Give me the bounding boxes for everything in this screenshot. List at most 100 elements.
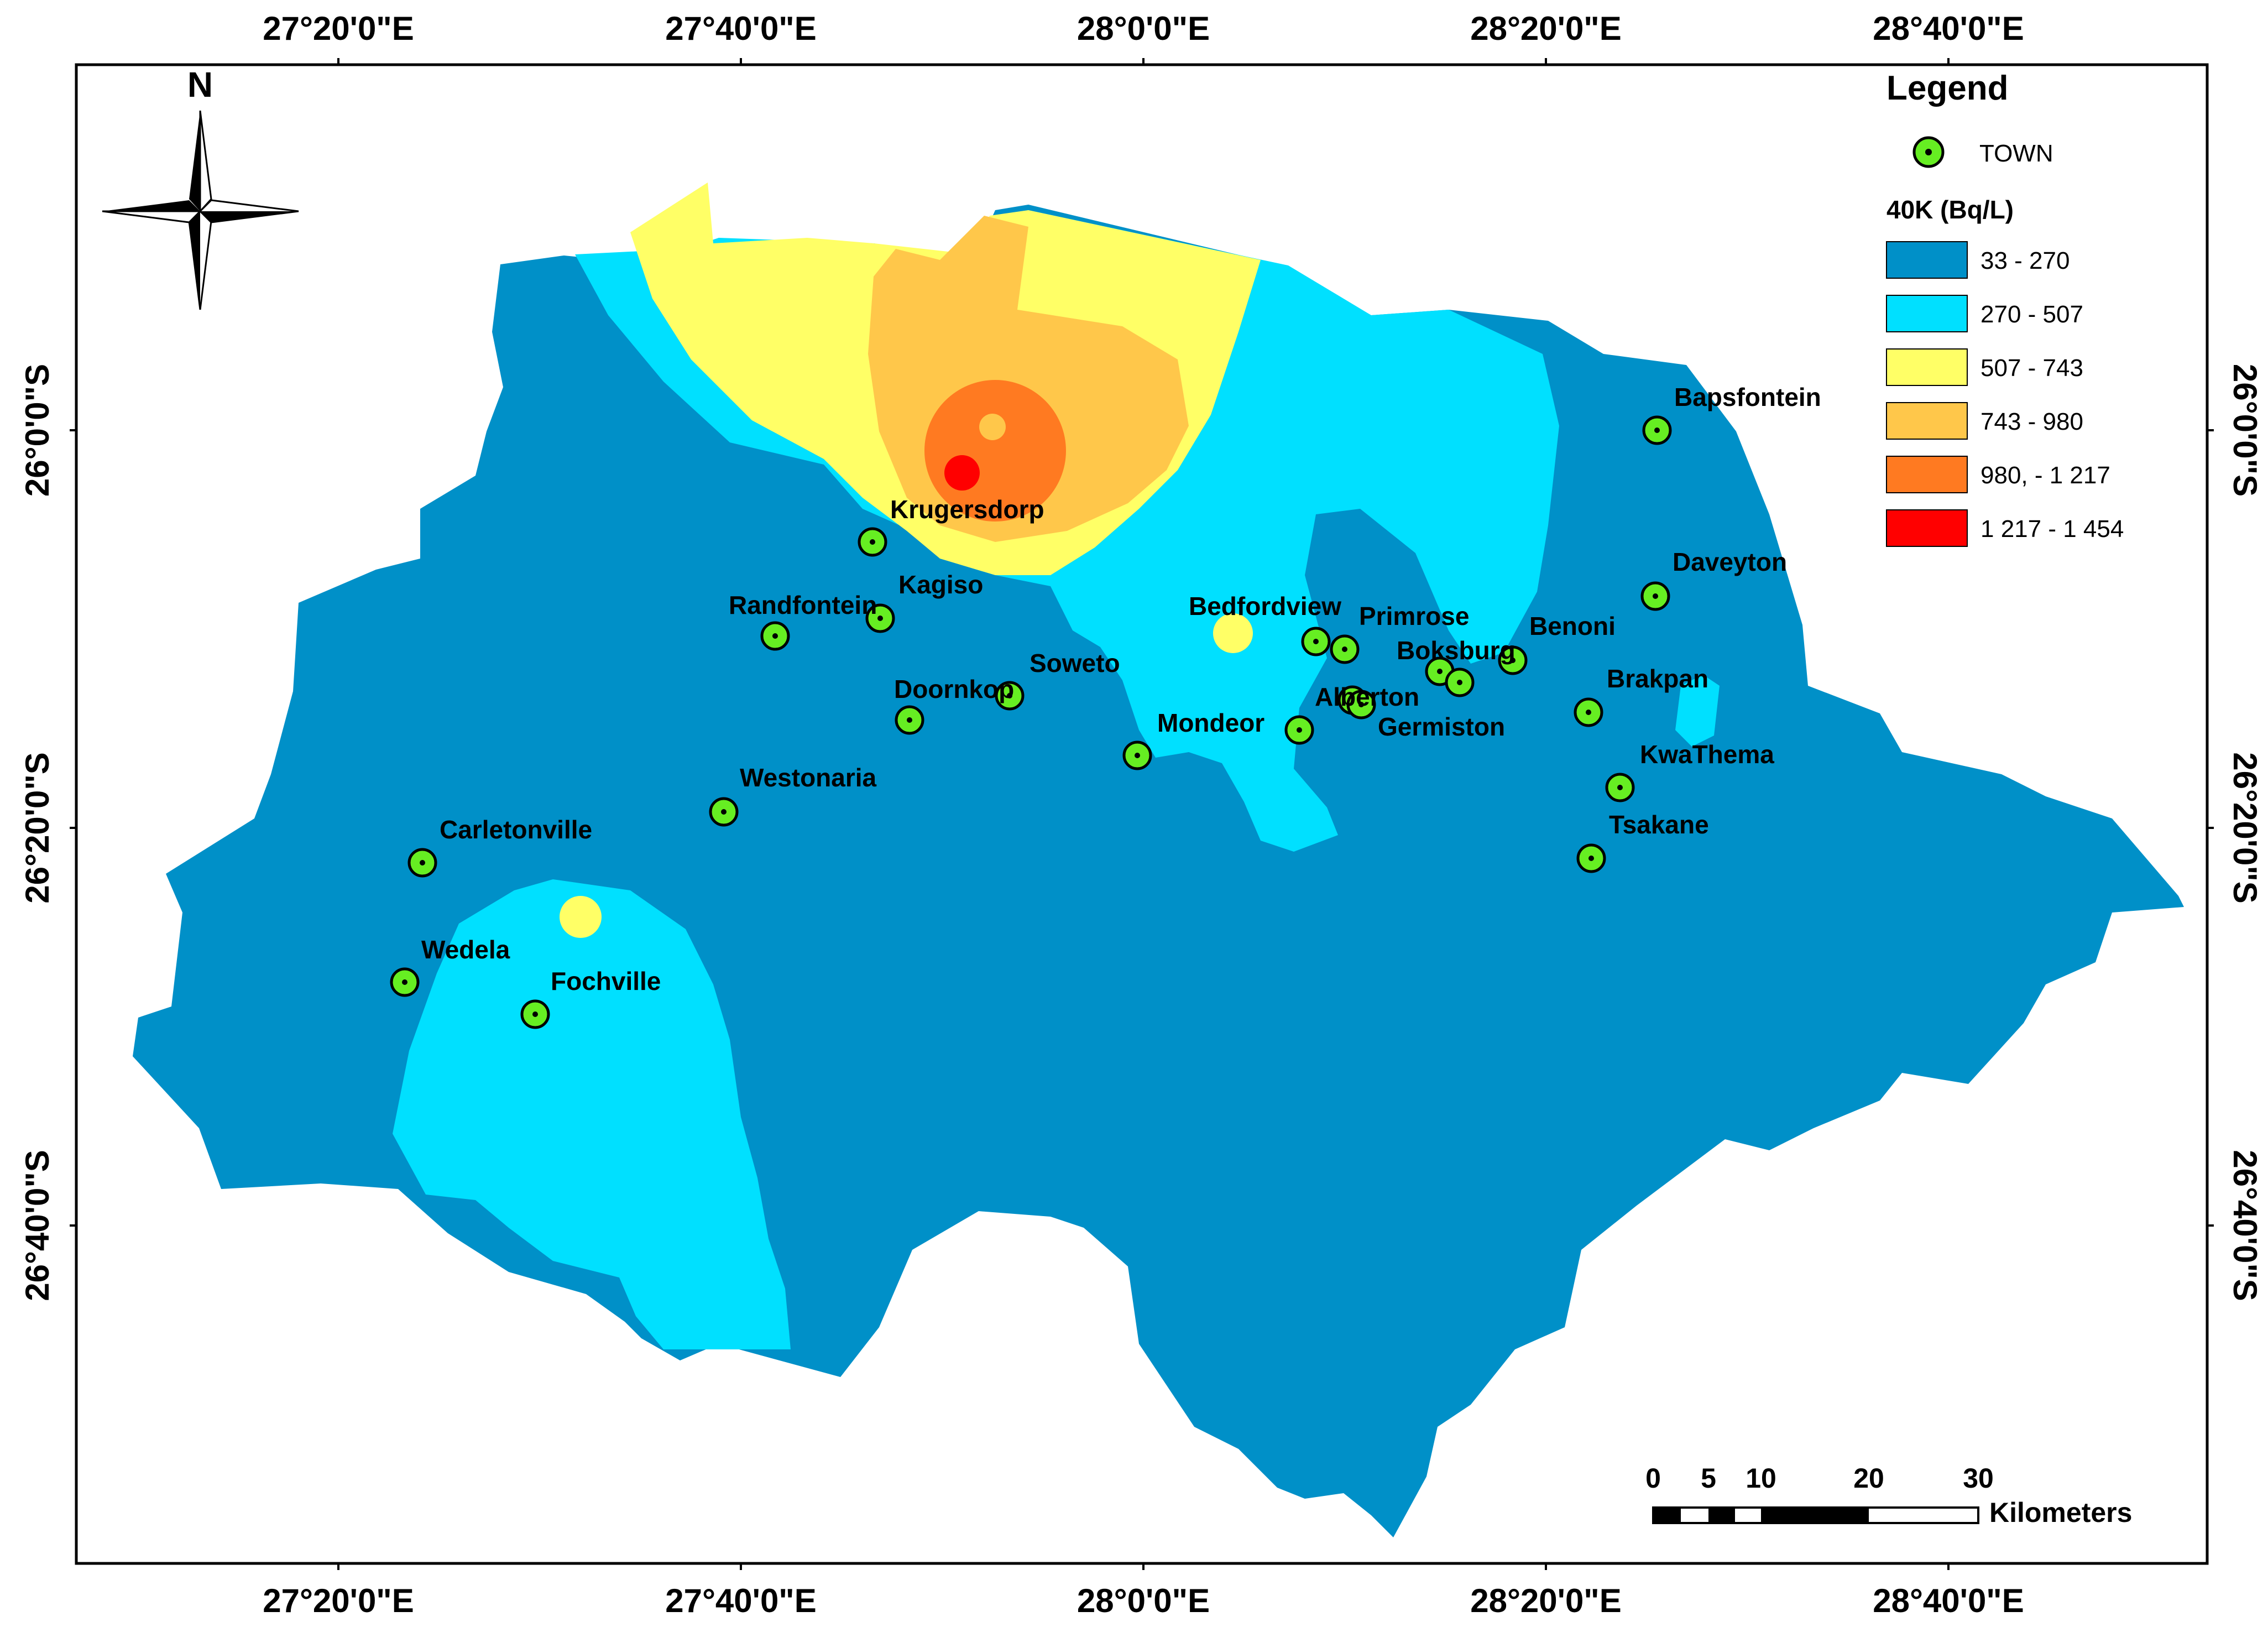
legend-class-label-2: 270 - 507 bbox=[1980, 301, 2083, 328]
right-latitude-labels: 26°0'0"S 26°20'0"S 26°40'0"S bbox=[2227, 364, 2264, 1301]
town-marker bbox=[760, 621, 790, 651]
zone-270-507-south bbox=[393, 879, 791, 1349]
town-label: Bedfordview bbox=[1189, 592, 1341, 620]
town-marker bbox=[709, 797, 739, 827]
town-marker bbox=[390, 967, 420, 997]
town-marker bbox=[1445, 668, 1475, 697]
town-marker bbox=[407, 848, 437, 878]
legend-class-label-5: 980, - 1 217 bbox=[1980, 462, 2110, 489]
latitude-label: 26°0'0"S bbox=[2227, 364, 2264, 497]
legend-class-label-6: 1 217 - 1 454 bbox=[1980, 515, 2124, 543]
town-marker bbox=[1330, 634, 1360, 664]
legend-swatch-4 bbox=[1886, 402, 1968, 440]
town-marker bbox=[865, 603, 895, 633]
legend-class-label-3: 507 - 743 bbox=[1980, 354, 2083, 382]
scale-tick-label: 10 bbox=[1746, 1463, 1776, 1494]
scale-tick-label: 30 bbox=[1963, 1463, 1994, 1494]
concentration-zones bbox=[133, 182, 2184, 1537]
town-marker bbox=[1574, 697, 1603, 727]
legend-swatch-3 bbox=[1886, 348, 1968, 386]
zone-507-743-fochville bbox=[560, 896, 602, 938]
town-label: Mondeor bbox=[1157, 708, 1264, 737]
town-label: Westonaria bbox=[740, 763, 877, 792]
legend-variable-title: 40K (Bq/L) bbox=[1886, 195, 2014, 224]
town-label: Kagiso bbox=[898, 570, 983, 599]
longitude-label: 28°20'0"E bbox=[1470, 1582, 1622, 1619]
longitude-label: 28°40'0"E bbox=[1873, 1582, 2024, 1619]
zone-743-980-inner bbox=[979, 414, 1006, 440]
legend-swatch-5 bbox=[1886, 456, 1968, 493]
scale-tick-label: 0 bbox=[1645, 1463, 1661, 1494]
scale-bar-segments bbox=[1652, 1506, 1979, 1524]
town-label: Krugersdorp bbox=[890, 495, 1044, 524]
left-latitude-labels: 26°0'0"S 26°20'0"S 26°40'0"S bbox=[19, 364, 56, 1301]
town-label: Fochville bbox=[551, 967, 661, 995]
town-label: Carletonville bbox=[440, 815, 592, 844]
town-label: Wedela bbox=[421, 935, 510, 964]
town-label: Soweto bbox=[1030, 649, 1120, 677]
scale-unit-label: Kilometers bbox=[1989, 1497, 2132, 1528]
longitude-label: 28°0'0"E bbox=[1077, 10, 1210, 47]
town-marker bbox=[1576, 843, 1606, 873]
town-label: Bapsfontein bbox=[1674, 383, 1821, 411]
latitude-label: 26°20'0"S bbox=[19, 752, 56, 904]
town-label: Primrose bbox=[1359, 602, 1469, 630]
legend-swatch-6 bbox=[1886, 509, 1968, 547]
town-label: Alberton bbox=[1315, 682, 1419, 711]
zone-270-507-east bbox=[1675, 675, 1720, 747]
longitude-label: 27°40'0"E bbox=[665, 1582, 817, 1619]
zone-1217-1454 bbox=[944, 455, 980, 491]
town-marker bbox=[1122, 741, 1152, 770]
longitude-label: 27°40'0"E bbox=[665, 10, 817, 47]
town-marker bbox=[858, 527, 887, 557]
town-marker bbox=[1642, 415, 1672, 445]
top-longitude-labels: 27°20'0"E 27°40'0"E 28°0'0"E 28°20'0"E 2… bbox=[263, 10, 2024, 47]
town-points: Bapsfontein Krugersdorp Kagiso Randfonte… bbox=[390, 383, 1821, 1029]
scale-tick-label: 20 bbox=[1853, 1463, 1884, 1494]
town-marker bbox=[1284, 715, 1314, 745]
town-marker bbox=[1498, 645, 1528, 675]
town-label: Benoni bbox=[1529, 612, 1616, 640]
north-label: N bbox=[187, 65, 213, 105]
scale-bar: 0 5 10 20 30 Kilometers bbox=[1645, 1463, 2132, 1528]
town-label: Daveyton bbox=[1673, 547, 1787, 576]
town-marker bbox=[1301, 627, 1331, 656]
bottom-longitude-labels: 27°20'0"E 27°40'0"E 28°0'0"E 28°20'0"E 2… bbox=[263, 1582, 2024, 1619]
longitude-label: 28°20'0"E bbox=[1470, 10, 1622, 47]
graticule-ticks bbox=[70, 58, 2214, 1570]
latitude-label: 26°40'0"S bbox=[2227, 1150, 2264, 1301]
legend-title: Legend bbox=[1886, 69, 2008, 107]
town-marker bbox=[1640, 581, 1670, 611]
town-marker bbox=[995, 681, 1025, 711]
legend-town-label: TOWN bbox=[1979, 140, 2053, 167]
town-label: Boksburg bbox=[1397, 636, 1516, 665]
zone-507-743-bedfordview bbox=[1213, 613, 1253, 653]
town-marker bbox=[895, 705, 924, 735]
north-arrow: N bbox=[102, 65, 299, 310]
town-marker bbox=[1605, 773, 1635, 802]
town-marker bbox=[520, 999, 550, 1029]
latitude-label: 26°0'0"S bbox=[19, 364, 56, 497]
legend-swatch-1 bbox=[1886, 241, 1968, 279]
legend-class-label-4: 743 - 980 bbox=[1980, 408, 2083, 435]
longitude-label: 27°20'0"E bbox=[263, 1582, 414, 1619]
legend-swatch-2 bbox=[1886, 295, 1968, 332]
legend-classes: 33 - 270 270 - 507 507 - 743 743 - 980 9… bbox=[1886, 241, 2124, 547]
longitude-label: 28°40'0"E bbox=[1873, 10, 2024, 47]
legend-town-symbol bbox=[1912, 136, 1945, 168]
latitude-label: 26°40'0"S bbox=[19, 1150, 56, 1301]
legend-class-label-1: 33 - 270 bbox=[1980, 247, 2070, 274]
town-label: Randfontein bbox=[729, 591, 877, 619]
town-marker bbox=[1346, 690, 1376, 719]
scale-tick-label: 5 bbox=[1701, 1463, 1716, 1494]
town-label: Doornkop bbox=[894, 675, 1014, 703]
town-label: KwaThema bbox=[1640, 740, 1774, 769]
town-label: Germiston bbox=[1378, 712, 1505, 741]
town-label: Tsakane bbox=[1609, 810, 1709, 839]
longitude-label: 28°0'0"E bbox=[1077, 1582, 1210, 1619]
latitude-label: 26°20'0"S bbox=[2227, 752, 2264, 904]
longitude-label: 27°20'0"E bbox=[263, 10, 414, 47]
town-label: Brakpan bbox=[1607, 664, 1708, 693]
